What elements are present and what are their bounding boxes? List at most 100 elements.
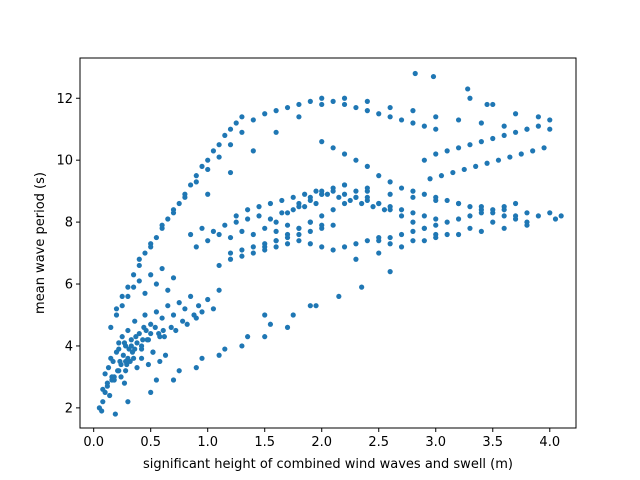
- data-point: [284, 324, 291, 330]
- x-tick-label: 2.0: [311, 435, 332, 450]
- data-point: [250, 231, 256, 238]
- data-point: [364, 238, 370, 244]
- data-point: [105, 365, 112, 371]
- data-point: [125, 284, 131, 290]
- data-point: [364, 194, 370, 200]
- data-point: [273, 219, 279, 225]
- data-point: [110, 358, 116, 365]
- data-point: [307, 228, 313, 234]
- data-point: [107, 392, 113, 399]
- data-point: [444, 219, 450, 225]
- data-point: [216, 154, 222, 160]
- data-point: [353, 188, 359, 194]
- data-point: [353, 194, 359, 200]
- data-point: [267, 216, 274, 222]
- data-point: [467, 142, 473, 148]
- data-point: [535, 123, 541, 129]
- data-point: [307, 303, 313, 309]
- data-point: [478, 120, 484, 126]
- data-point: [193, 244, 199, 250]
- data-point: [319, 244, 325, 250]
- data-point: [421, 225, 427, 231]
- data-point: [136, 256, 142, 262]
- data-point: [193, 173, 199, 179]
- data-point: [330, 98, 336, 104]
- data-point: [353, 241, 359, 247]
- data-point: [501, 132, 507, 139]
- data-point: [284, 210, 291, 216]
- data-point: [495, 157, 502, 163]
- data-point: [387, 104, 393, 111]
- data-point: [290, 207, 296, 213]
- data-point: [284, 231, 291, 238]
- data-point: [410, 228, 416, 234]
- data-point: [410, 120, 416, 126]
- data-point: [134, 365, 140, 371]
- data-point: [245, 207, 251, 213]
- data-point: [193, 315, 199, 321]
- data-point: [182, 306, 188, 312]
- data-point: [140, 337, 146, 343]
- data-point: [205, 238, 211, 244]
- data-point: [210, 306, 217, 312]
- data-point: [161, 334, 167, 340]
- data-point: [273, 238, 279, 244]
- data-point: [113, 306, 120, 312]
- data-point: [376, 200, 382, 207]
- data-point: [455, 117, 462, 123]
- y-tick-label: 6: [65, 278, 73, 293]
- data-point: [116, 340, 122, 346]
- data-point: [376, 111, 382, 117]
- data-point: [430, 73, 437, 80]
- data-point: [547, 117, 553, 123]
- data-point: [267, 321, 274, 327]
- data-point: [145, 337, 152, 343]
- data-point: [512, 200, 519, 207]
- data-point: [227, 142, 234, 148]
- data-point: [250, 250, 256, 256]
- data-point: [245, 334, 251, 340]
- data-point: [250, 148, 256, 154]
- data-point: [341, 191, 348, 197]
- data-point: [233, 120, 239, 126]
- data-point: [330, 185, 336, 191]
- data-point: [324, 191, 331, 197]
- data-point: [133, 334, 139, 340]
- x-tick-label: 0.5: [140, 435, 161, 450]
- data-point: [256, 204, 262, 210]
- data-point: [341, 101, 348, 108]
- data-point: [108, 324, 114, 330]
- data-point: [239, 247, 245, 253]
- data-point: [116, 368, 122, 374]
- data-point: [125, 327, 131, 334]
- data-point: [176, 300, 182, 306]
- data-point: [398, 213, 405, 219]
- data-point: [145, 361, 152, 368]
- data-point: [193, 365, 199, 371]
- data-point: [119, 303, 125, 309]
- data-point: [120, 352, 126, 358]
- data-point: [433, 126, 439, 132]
- data-point: [142, 290, 148, 296]
- data-point: [433, 222, 439, 228]
- data-point: [176, 200, 182, 207]
- data-point: [398, 207, 405, 213]
- data-point: [245, 216, 251, 222]
- data-point: [433, 231, 439, 238]
- data-point: [119, 334, 125, 340]
- data-point: [138, 355, 145, 361]
- data-point: [376, 238, 382, 244]
- data-point: [410, 188, 416, 194]
- data-point: [535, 114, 541, 120]
- data-point: [184, 321, 190, 327]
- x-tick-label: 4.0: [539, 435, 560, 450]
- data-point: [273, 108, 279, 114]
- data-point: [273, 129, 279, 135]
- data-point: [290, 312, 296, 318]
- data-point: [216, 352, 222, 358]
- data-point: [398, 185, 405, 191]
- data-point: [210, 228, 217, 234]
- data-point: [387, 179, 393, 185]
- data-point: [104, 383, 110, 389]
